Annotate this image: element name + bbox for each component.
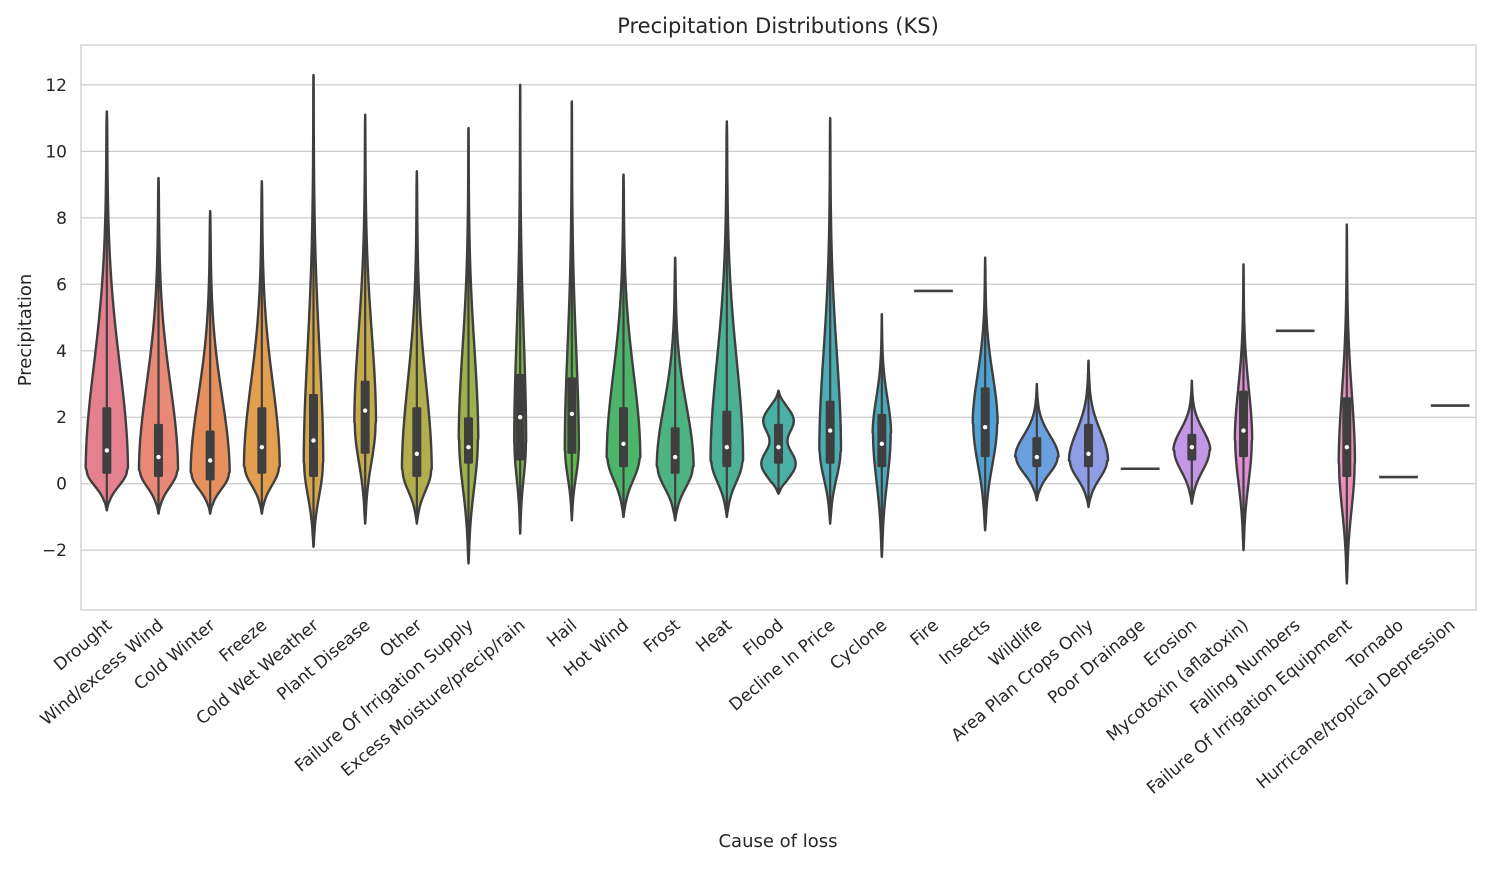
violin-mycotoxin-aflatoxin (1233, 263, 1254, 552)
violin-heat (709, 120, 745, 519)
violin-iqr-box (464, 417, 473, 464)
x-tick-label: Frost (640, 615, 685, 657)
violin-median-dot (466, 444, 471, 450)
violin-flood (760, 389, 797, 495)
x-tick-label: Hail (543, 616, 581, 652)
violin-iqr-box (1342, 397, 1352, 478)
violin-cyclone (871, 313, 893, 559)
violin-median-dot (827, 428, 833, 433)
violin-median-dot (1189, 444, 1195, 450)
violin-iqr-box (360, 380, 370, 454)
x-tick-label: Cyclone (826, 616, 891, 675)
y-tick-labels: −2 0 2 4 6 8 10 12 (42, 76, 67, 561)
violin-decline-in-price (818, 116, 843, 525)
x-tick-label: Heat (692, 615, 736, 656)
violin-median-dot (517, 415, 523, 420)
x-tick-label: Insects (936, 615, 995, 669)
violin-excess-moisture-precip-rain (513, 83, 528, 535)
violin-median-dot (259, 444, 265, 450)
violin-area-plan-crops-only (1067, 359, 1110, 509)
violin-hail (563, 100, 581, 522)
violin-median-dot (1034, 454, 1040, 460)
violin-median-dot (156, 454, 161, 460)
violin-failure-of-irrigation-equipment (1337, 223, 1357, 585)
violin-median-dot (776, 444, 781, 450)
violin-median-dot (1086, 451, 1091, 456)
violin-iqr-box (670, 427, 680, 474)
violin-insects (971, 256, 999, 532)
x-axis-label: Cause of loss (718, 831, 837, 852)
y-tick-label: 10 (45, 142, 67, 162)
violin-median-dot (621, 441, 626, 447)
x-tick-label: Fire (907, 616, 943, 651)
violin-median-dot (724, 444, 730, 450)
violin-iqr-box (980, 387, 990, 458)
x-tick-label: Plant Disease (273, 616, 374, 705)
chart-title: Precipitation Distributions (KS) (617, 14, 939, 38)
violin-iqr-box (257, 407, 267, 474)
violin-cold-wet-weather (302, 73, 325, 549)
violin-wind-excess-wind (137, 176, 180, 515)
violin-other (400, 170, 433, 525)
violin-wildlife (1013, 382, 1060, 502)
violin-freeze (242, 180, 281, 515)
y-tick-label: 6 (56, 275, 67, 295)
y-tick-label: 0 (56, 475, 67, 495)
violin-iqr-box (412, 407, 422, 478)
violin-iqr-box (154, 423, 163, 478)
violin-median-dot (207, 458, 213, 463)
violin-erosion (1172, 379, 1212, 505)
violin-median-dot (311, 438, 316, 443)
violin-iqr-box (309, 393, 318, 478)
violin-plant-disease (353, 113, 378, 525)
violin-iqr-box (774, 423, 783, 464)
violin-frost (655, 256, 695, 522)
y-tick-label: −2 (42, 541, 67, 561)
violins (84, 73, 1470, 585)
violin-iqr-box (619, 407, 628, 468)
violin-iqr-box (1084, 423, 1093, 468)
violin-median-dot (672, 454, 678, 460)
violin-iqr-box (722, 410, 732, 468)
y-axis-label: Precipitation (15, 274, 36, 387)
violin-median-dot (1241, 428, 1246, 433)
y-tick-label: 2 (56, 408, 67, 428)
violin-iqr-box (1032, 437, 1042, 468)
y-tick-label: 4 (56, 342, 67, 362)
violin-median-dot (569, 411, 575, 417)
y-tick-label: 12 (45, 76, 67, 96)
violin-median-dot (104, 448, 110, 453)
violin-median-dot (879, 441, 885, 447)
violin-cold-winter (189, 209, 231, 515)
y-tick-label: 8 (56, 209, 67, 229)
violin-median-dot (1344, 444, 1350, 450)
plot-area (80, 44, 1477, 611)
violin-median-dot (982, 425, 988, 430)
violin-iqr-box (205, 430, 215, 481)
violin-iqr-box (877, 413, 887, 468)
violin-iqr-box (102, 407, 112, 474)
violin-median-dot (414, 451, 420, 456)
violin-hot-wind (605, 173, 642, 519)
violin-drought (84, 110, 130, 512)
violin-median-dot (362, 408, 368, 413)
violin-iqr-box (1239, 390, 1248, 458)
violin-failure-of-irrigation-supply (457, 126, 480, 565)
